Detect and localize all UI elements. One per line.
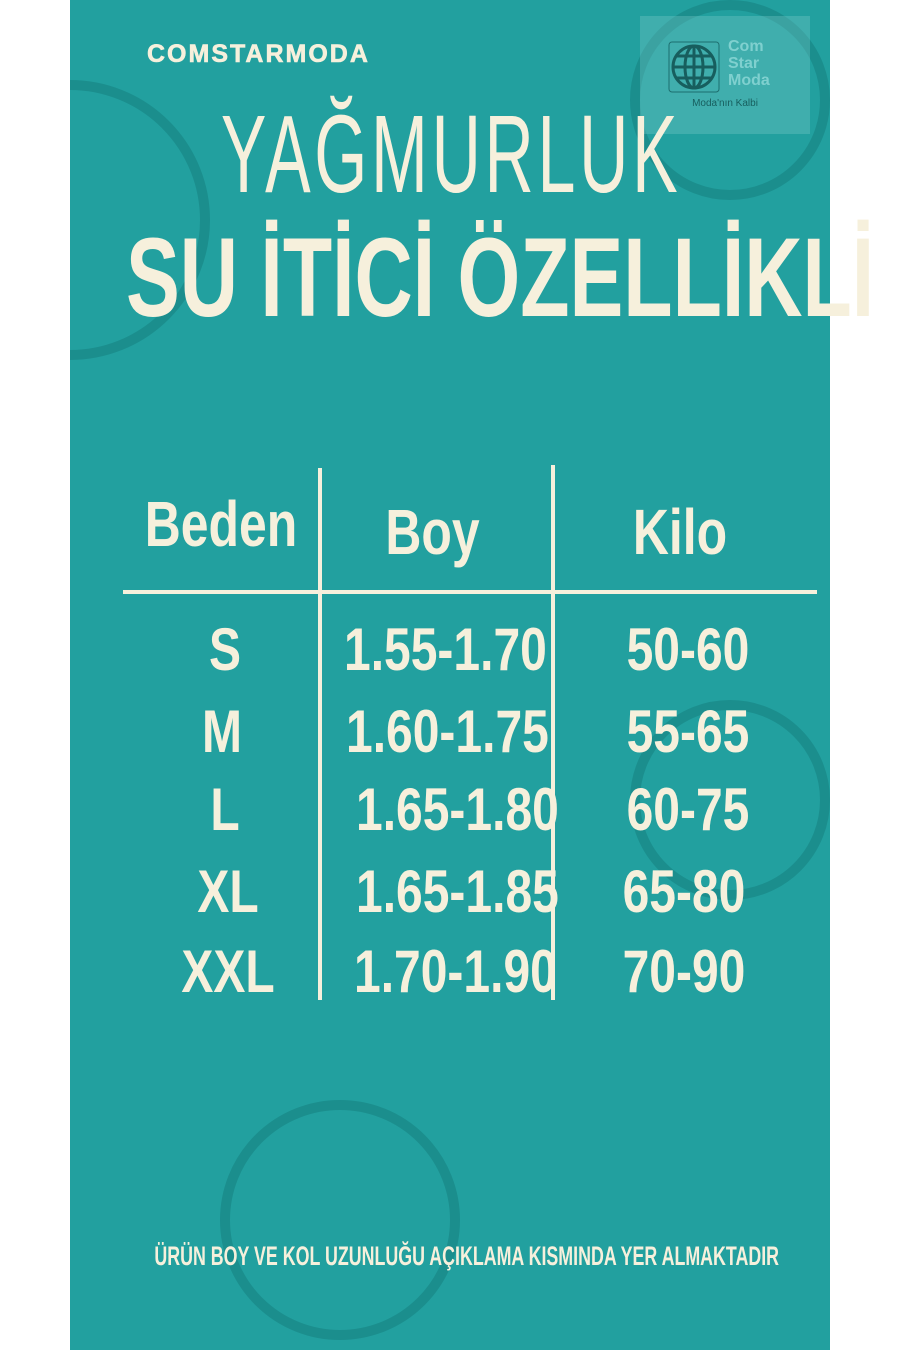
- kilo-cell: 60-75: [626, 776, 750, 843]
- column-divider: [551, 465, 555, 1000]
- globe-icon: [668, 41, 720, 93]
- kilo-cell: 50-60: [626, 616, 750, 683]
- logo-tagline: Moda'nın Kalbi: [692, 98, 758, 109]
- decorative-ring: [630, 700, 830, 900]
- boy-cell: 1.70-1.90: [354, 938, 557, 1005]
- header-kilo: Kilo: [632, 496, 728, 568]
- size-cell: M: [202, 698, 242, 765]
- page-subtitle: SU İTİCİ ÖZELLİKLİ: [126, 215, 875, 340]
- column-divider: [318, 468, 322, 1000]
- header-divider: [123, 590, 817, 594]
- page-title: YAĞMURLUK: [220, 93, 682, 216]
- logo-line: Star: [728, 55, 760, 72]
- header-boy: Boy: [385, 496, 480, 568]
- kilo-cell: 55-65: [626, 698, 750, 765]
- kilo-cell: 70-90: [622, 938, 746, 1005]
- logo-text: Com Star Moda: [728, 38, 770, 89]
- logo-line: Com: [728, 38, 764, 55]
- boy-cell: 1.65-1.85: [356, 858, 559, 925]
- brand-text: COMSTARMODA: [147, 40, 370, 69]
- size-cell: XXL: [181, 938, 275, 1005]
- boy-cell: 1.60-1.75: [346, 698, 549, 765]
- boy-cell: 1.55-1.70: [344, 616, 547, 683]
- size-cell: XL: [197, 858, 259, 925]
- brand-logo: Com Star Moda Moda'nın Kalbi: [640, 16, 810, 134]
- decorative-ring: [220, 1100, 460, 1340]
- logo-line: Moda: [728, 72, 770, 89]
- footer-note: ÜRÜN BOY VE KOL UZUNLUĞU AÇIKLAMA KISMIN…: [154, 1241, 780, 1271]
- decorative-ring: [630, 0, 830, 200]
- size-cell: L: [210, 776, 240, 843]
- header-beden: Beden: [144, 488, 298, 560]
- size-chart-panel: [70, 0, 830, 1350]
- boy-cell: 1.65-1.80: [356, 776, 559, 843]
- kilo-cell: 65-80: [622, 858, 746, 925]
- size-cell: S: [208, 616, 242, 683]
